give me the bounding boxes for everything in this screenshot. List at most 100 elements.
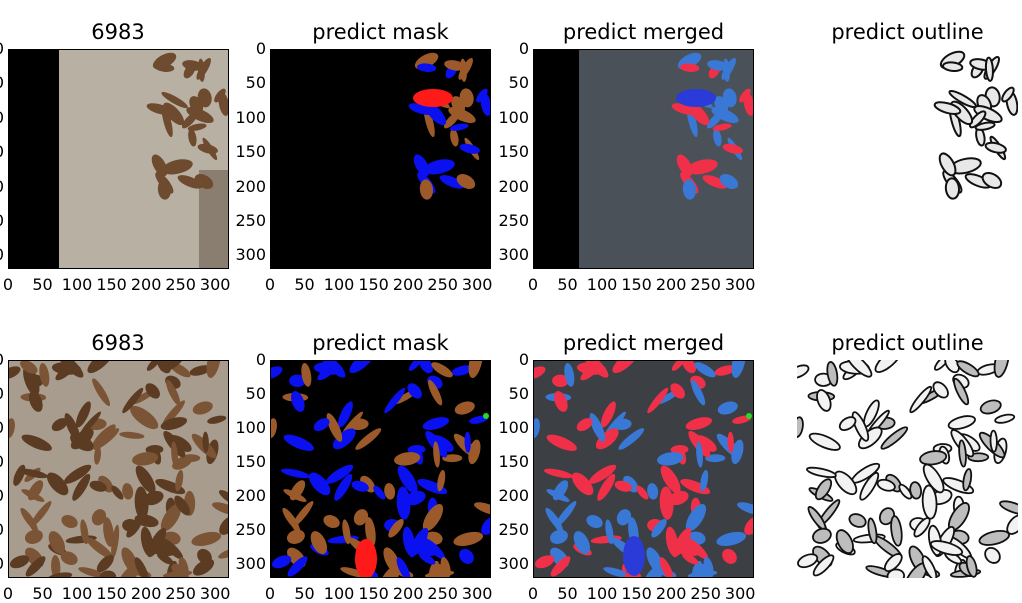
x-tick-label: 100 — [61, 275, 93, 294]
y-tick-label: 300 — [235, 245, 266, 265]
x-tick-label: 250 — [427, 275, 458, 294]
x-tick-label: 100 — [323, 584, 355, 603]
x-tick-label: 100 — [61, 584, 93, 603]
y-tick-label: 150 — [0, 452, 4, 471]
y-tick-label: 0 — [0, 39, 4, 58]
y-tick-label: 100 — [235, 418, 266, 438]
y-tick-label: 200 — [498, 176, 529, 196]
y-tick-label: 150 — [498, 452, 529, 472]
photo-image — [9, 361, 228, 577]
x-tick-label: 50 — [32, 275, 53, 294]
y-tick-label: 250 — [235, 210, 266, 230]
x-tick-label: 100 — [586, 584, 618, 603]
x-tick-label: 50 — [32, 584, 53, 603]
y-tick-label: 0 — [255, 39, 266, 58]
y-tick-label: 100 — [0, 108, 4, 127]
x-tick-label: 0 — [264, 275, 276, 294]
x-tick-label: 200 — [392, 275, 424, 294]
x-tick-label: 200 — [655, 275, 687, 294]
y-tick-label: 250 — [235, 520, 266, 540]
y-tick-label: 50 — [0, 73, 4, 92]
x-tick-label: 150 — [358, 584, 389, 603]
panel-title: predict merged — [562, 331, 725, 355]
y-tick-label: 150 — [235, 452, 266, 472]
y-tick-label: 0 — [518, 39, 529, 58]
y-tick-label: 250 — [0, 211, 4, 230]
y-tick-label: 100 — [0, 418, 4, 437]
x-tick-label: 0 — [527, 275, 539, 294]
panel-title: 6983 — [91, 331, 145, 355]
y-tick-label: 150 — [498, 142, 529, 162]
x-tick-label: 300 — [461, 275, 493, 294]
image-frame — [797, 49, 1018, 269]
x-tick-label: 250 — [165, 584, 196, 603]
y-tick-label: 250 — [0, 520, 4, 539]
y-tick-label: 300 — [498, 554, 529, 574]
image-frame — [270, 360, 491, 578]
y-tick-label: 300 — [498, 245, 529, 265]
x-tick-label: 300 — [461, 584, 493, 603]
photo-image — [9, 50, 228, 268]
merged-image — [534, 50, 753, 268]
panel-title: predict outline — [831, 20, 984, 44]
panel-title: predict merged — [562, 20, 725, 44]
x-tick-label: 150 — [96, 584, 127, 603]
outline-image — [797, 49, 1018, 269]
x-tick-label: 50 — [294, 584, 315, 603]
x-tick-label: 200 — [130, 275, 162, 294]
image-frame — [270, 49, 491, 269]
outline-image — [797, 360, 1018, 578]
x-tick-label: 50 — [294, 275, 315, 294]
x-tick-label: 250 — [427, 584, 458, 603]
y-tick-label: 50 — [245, 73, 266, 93]
y-tick-label: 0 — [518, 350, 529, 369]
x-tick-label: 50 — [557, 584, 578, 603]
y-tick-label: 50 — [245, 384, 266, 404]
x-tick-label: 100 — [586, 275, 618, 294]
y-tick-label: 0 — [255, 350, 266, 369]
panel-title: predict mask — [312, 331, 449, 355]
y-tick-label: 200 — [498, 486, 529, 506]
panel-title: 6983 — [91, 20, 145, 44]
x-tick-label: 0 — [2, 275, 14, 294]
y-tick-label: 100 — [498, 418, 529, 438]
x-tick-label: 250 — [165, 275, 196, 294]
x-tick-label: 0 — [264, 584, 276, 603]
y-tick-label: 200 — [235, 486, 266, 506]
mask-image — [271, 50, 490, 268]
y-tick-label: 150 — [235, 142, 266, 162]
x-tick-label: 200 — [130, 584, 162, 603]
y-tick-label: 0 — [0, 350, 4, 369]
x-tick-label: 300 — [199, 584, 231, 603]
x-tick-label: 200 — [655, 584, 687, 603]
x-tick-label: 100 — [323, 275, 355, 294]
x-tick-label: 0 — [2, 584, 14, 603]
y-tick-label: 300 — [0, 554, 4, 573]
image-frame — [8, 49, 229, 269]
x-tick-label: 300 — [724, 275, 756, 294]
merged-image — [534, 361, 753, 577]
mask-image — [271, 361, 490, 577]
image-frame — [533, 360, 754, 578]
x-tick-label: 300 — [199, 275, 231, 294]
y-tick-label: 300 — [235, 554, 266, 574]
x-tick-label: 250 — [690, 275, 721, 294]
x-tick-label: 150 — [621, 584, 652, 603]
y-tick-label: 200 — [235, 176, 266, 196]
x-tick-label: 200 — [392, 584, 424, 603]
y-tick-label: 150 — [0, 142, 4, 161]
x-tick-label: 250 — [690, 584, 721, 603]
x-tick-label: 150 — [96, 275, 127, 294]
x-tick-label: 300 — [724, 584, 756, 603]
x-tick-label: 150 — [358, 275, 389, 294]
x-tick-label: 0 — [527, 584, 539, 603]
panel-title: predict outline — [831, 331, 984, 355]
y-tick-label: 250 — [498, 210, 529, 230]
x-tick-label: 150 — [621, 275, 652, 294]
y-tick-label: 300 — [0, 245, 4, 264]
y-tick-label: 250 — [498, 520, 529, 540]
image-frame — [533, 49, 754, 269]
y-tick-label: 200 — [0, 177, 4, 196]
panel-title: predict mask — [312, 20, 449, 44]
y-tick-label: 50 — [0, 384, 4, 403]
